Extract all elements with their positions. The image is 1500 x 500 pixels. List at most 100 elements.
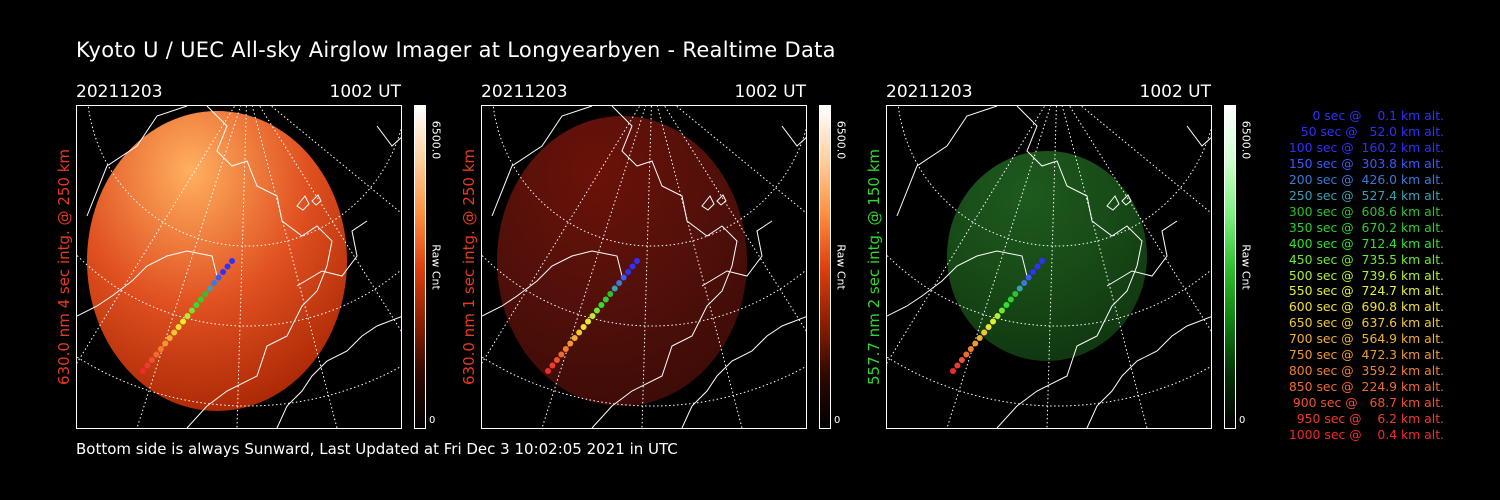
- coastline: [887, 106, 1211, 428]
- track-point: [1039, 258, 1045, 264]
- track-point: [171, 329, 178, 336]
- track-point: [180, 318, 187, 325]
- legend-row: 200 sec @ 426.0 km alt.: [1284, 171, 1444, 187]
- coastline: [77, 106, 401, 428]
- legend-row: 150 sec @ 303.8 km alt.: [1284, 155, 1444, 171]
- colorbar: [1224, 105, 1236, 429]
- track-point: [1003, 302, 1010, 308]
- imager-panel-630-1s: 20211203 1002 UT 630.0 nm 1 sec intg. @ …: [460, 82, 886, 432]
- legend-row: 0 sec @ 0.1 km alt.: [1300, 108, 1444, 123]
- colorbar-max: 6500.0: [834, 120, 848, 160]
- track-point: [1025, 274, 1032, 281]
- track-point: [589, 313, 596, 319]
- track-point: [211, 280, 218, 286]
- coastline: [482, 106, 806, 428]
- colorbar-unit: Raw Cnt: [1239, 244, 1253, 290]
- legend-row: 450 sec @ 735.5 km alt.: [1284, 251, 1444, 267]
- colorbar: [819, 105, 831, 429]
- track-point: [963, 351, 970, 358]
- track-point: [625, 269, 632, 275]
- track-point: [162, 340, 169, 347]
- airglow-field: [497, 116, 747, 406]
- track-point: [602, 296, 609, 303]
- satellite-track: [950, 258, 1045, 374]
- track-point: [954, 362, 961, 369]
- track-point: [553, 357, 560, 363]
- page-title: Kyoto U / UEC All-sky Airglow Imager at …: [76, 38, 836, 62]
- panel-date: 20211203: [76, 82, 163, 102]
- track-point: [558, 351, 565, 358]
- track-point: [206, 285, 213, 292]
- legend-row: 500 sec @ 739.6 km alt.: [1284, 267, 1444, 283]
- colorbar-max: 6500.0: [429, 120, 443, 160]
- track-point: [985, 324, 992, 330]
- track-point: [616, 280, 623, 286]
- satellite-track: [545, 258, 640, 374]
- legend-row: 850 sec @ 224.9 km alt.: [1284, 379, 1444, 395]
- track-point: [197, 296, 204, 303]
- track-point: [1030, 269, 1037, 275]
- airglow-field: [947, 151, 1147, 361]
- legend-row: 600 sec @ 690.8 km alt.: [1284, 299, 1444, 315]
- legend-row: 250 sec @ 527.4 km alt.: [1284, 187, 1444, 203]
- track-point: [611, 285, 618, 292]
- track-point: [220, 269, 227, 275]
- track-point: [184, 313, 191, 319]
- panel-date: 20211203: [886, 82, 973, 102]
- track-point: [549, 362, 556, 369]
- track-point: [567, 340, 574, 347]
- track-point: [1016, 285, 1023, 292]
- panel-wavelength-label: 557.7 nm 2 sec intg. @ 150 km: [865, 148, 883, 386]
- legend-row: 650 sec @ 637.6 km alt.: [1284, 315, 1444, 331]
- track-point: [215, 274, 222, 281]
- panel-wavelength-label: 630.0 nm 4 sec intg. @ 250 km: [55, 148, 73, 386]
- legend-row: 700 sec @ 564.9 km alt.: [1284, 331, 1444, 347]
- track-point: [994, 313, 1001, 319]
- track-point: [958, 357, 965, 363]
- track-point: [634, 258, 640, 264]
- track-point: [229, 258, 235, 264]
- colorbar-unit: Raw Cnt: [429, 244, 443, 290]
- satellite-track: [140, 258, 235, 374]
- track-point: [571, 335, 578, 341]
- panel-time: 1002 UT: [1139, 82, 1212, 102]
- legend-row: 900 sec @ 68.7 km alt.: [1288, 395, 1444, 411]
- track-point: [153, 351, 160, 358]
- legend-row: 400 sec @ 712.4 km alt.: [1284, 235, 1444, 251]
- track-point: [175, 324, 182, 330]
- track-point: [580, 324, 587, 330]
- track-point: [562, 346, 569, 352]
- track-point: [188, 307, 195, 314]
- panel-time: 1002 UT: [329, 82, 402, 102]
- legend-row: 800 sec @ 359.2 km alt.: [1284, 363, 1444, 379]
- lat-lon-grid: [482, 106, 806, 428]
- track-point: [620, 274, 627, 281]
- track-point: [144, 362, 151, 369]
- track-point: [585, 318, 592, 325]
- legend-row: 1000 sec @ 0.4 km alt.: [1288, 427, 1444, 443]
- track-point: [224, 263, 231, 270]
- track-point: [1034, 263, 1041, 270]
- legend-row: 100 sec @ 160.2 km alt.: [1284, 139, 1444, 155]
- track-point: [202, 291, 209, 297]
- imager-panel-557-2s: 20211203 1002 UT 557.7 nm 2 sec intg. @ …: [865, 82, 1291, 432]
- track-point: [998, 307, 1005, 314]
- track-point: [950, 368, 956, 374]
- panel-date: 20211203: [481, 82, 568, 102]
- legend-row: 750 sec @ 472.3 km alt.: [1284, 347, 1444, 363]
- track-point: [629, 263, 636, 270]
- colorbar: [414, 105, 426, 429]
- track-point: [545, 368, 551, 374]
- legend-row: 300 sec @ 608.6 km alt.: [1284, 203, 1444, 219]
- track-point: [972, 340, 979, 347]
- panel-time: 1002 UT: [734, 82, 807, 102]
- track-point: [157, 346, 164, 352]
- legend-row: 950 sec @ 6.2 km alt.: [1292, 411, 1444, 427]
- track-point: [593, 307, 600, 314]
- airglow-field: [87, 111, 347, 411]
- track-point: [148, 357, 155, 363]
- track-point: [607, 291, 614, 297]
- track-point: [990, 318, 997, 325]
- track-point: [166, 335, 173, 341]
- colorbar-min: 0: [1239, 415, 1246, 426]
